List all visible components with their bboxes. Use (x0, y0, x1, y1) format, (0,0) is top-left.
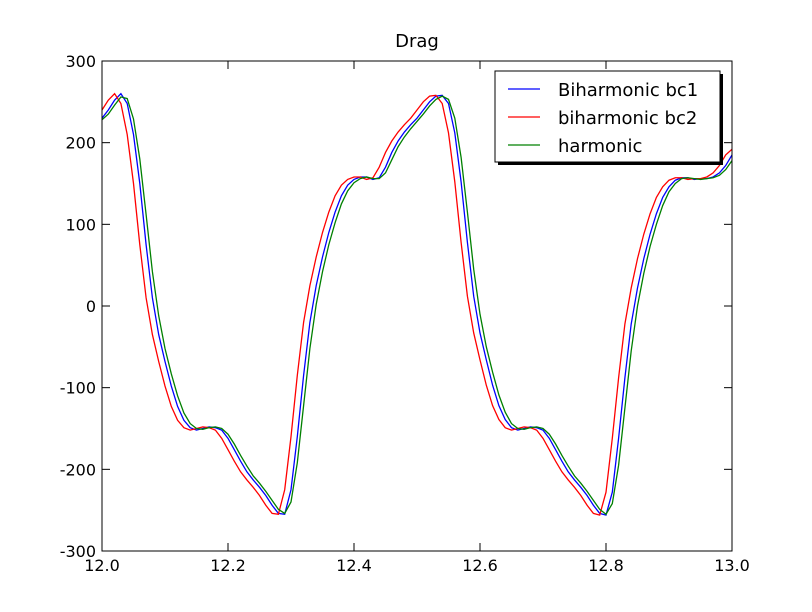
y-tick-label: -300 (60, 542, 96, 561)
x-tick-label: 12.0 (84, 556, 120, 575)
y-tick-label: 100 (65, 215, 96, 234)
x-tick-label: 12.6 (462, 556, 498, 575)
data-line (102, 95, 732, 516)
y-tick-label: 0 (86, 297, 96, 316)
chart-title: Drag (395, 31, 439, 52)
x-tick-label: 12.8 (588, 556, 624, 575)
legend-label: biharmonic bc2 (558, 108, 697, 129)
axes-frame (101, 60, 733, 552)
x-tick-label: 12.2 (210, 556, 246, 575)
x-tick-label: 12.4 (336, 556, 372, 575)
y-tick-label: -200 (60, 460, 96, 479)
legend-label: Biharmonic bc1 (558, 80, 698, 101)
y-tick-label: 300 (65, 52, 96, 71)
y-tick-label: -100 (60, 379, 96, 398)
x-tick-label: 13.0 (714, 556, 750, 575)
legend-label: harmonic (558, 136, 642, 157)
y-tick-label: 200 (65, 134, 96, 153)
data-line (102, 92, 732, 516)
